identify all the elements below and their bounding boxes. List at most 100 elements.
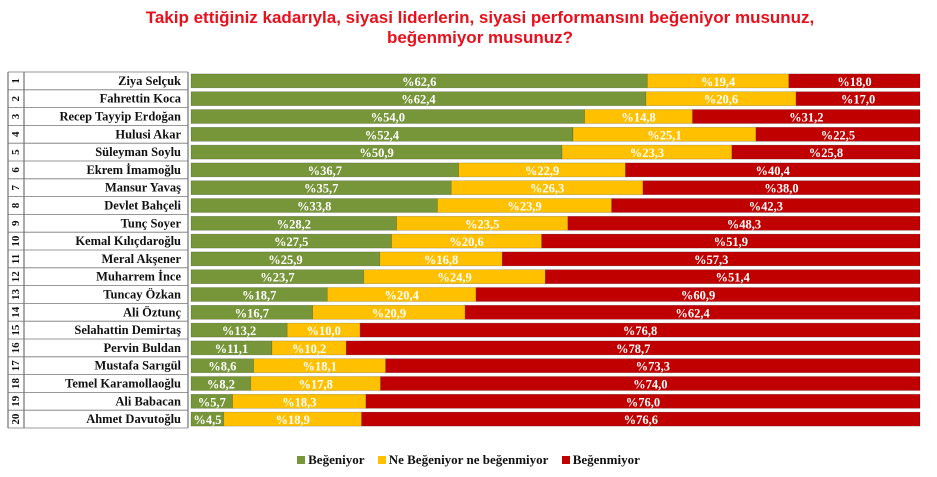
- data-label: %51,9: [714, 235, 748, 249]
- bar-segment-begenmiyor: [642, 180, 921, 195]
- data-label: %76,6: [624, 413, 658, 427]
- bar-area: %62,6 %19,4 %18,0 %62,4 %20,6 %17,0 %54,0 %14,8…: [190, 73, 921, 427]
- data-label: %76,8: [623, 324, 657, 338]
- rank-label: 6: [10, 167, 22, 173]
- data-label: %28,2: [277, 217, 311, 231]
- data-label: %8,6: [208, 360, 236, 374]
- data-label: %42,3: [749, 200, 783, 214]
- category-label: Mustafa Sarıgül: [95, 359, 182, 373]
- rank-label: 15: [10, 324, 22, 336]
- rank-label: 7: [10, 184, 22, 190]
- bar-segment-begenmiyor: [731, 144, 921, 160]
- data-label: %74,0: [633, 378, 667, 392]
- data-label: %27,5: [274, 235, 308, 249]
- data-label: %23,9: [507, 200, 541, 214]
- bar-segment-begenmiyor: [567, 216, 921, 231]
- legend-label: Ne Beğeniyor ne beğenmiyor: [388, 452, 549, 467]
- category-label: Mansur Yavaş: [105, 181, 181, 195]
- data-label: %18,3: [282, 395, 316, 409]
- legend-label: Beğenmiyor: [572, 452, 640, 467]
- category-label: Recep Tayyip Erdoğan: [59, 110, 181, 124]
- data-label: %57,3: [694, 253, 728, 267]
- category-label: Ziya Selçuk: [118, 74, 181, 88]
- rank-label: 20: [10, 413, 22, 425]
- data-label: %16,7: [235, 306, 269, 320]
- bar-segment-begeniyor: [190, 304, 314, 320]
- data-label: %18,7: [242, 289, 276, 303]
- legend-swatch-red: [561, 456, 570, 464]
- bar-segment-begenmiyor: [365, 393, 921, 409]
- rank-label: 8: [10, 202, 22, 208]
- data-label: %25,9: [268, 253, 302, 267]
- data-label: %24,9: [437, 271, 471, 285]
- data-label: %22,9: [525, 164, 559, 178]
- legend-item-begenmiyor: Beğenmiyor: [561, 452, 640, 468]
- rank-label: 14: [10, 306, 22, 318]
- bar-segment-begenmiyor: [345, 340, 921, 356]
- category-label: Fahrettin Koca: [100, 92, 182, 106]
- data-label: %11,1: [215, 342, 249, 356]
- legend-swatch-yellow: [377, 456, 386, 464]
- data-label: %40,4: [756, 164, 791, 178]
- category-label: Devlet Bahçeli: [104, 199, 181, 213]
- data-label: %10,2: [292, 342, 326, 356]
- legend: Beğeniyor Ne Beğeniyor ne beğenmiyor Beğ…: [0, 452, 937, 468]
- category-label: Tunç Soyer: [121, 216, 182, 230]
- category-label: Muharrem İnce: [96, 270, 181, 284]
- data-label: %18,1: [302, 360, 336, 374]
- rank-label: 1: [10, 78, 22, 84]
- data-label: %10,0: [306, 324, 340, 338]
- data-label: %18,9: [276, 413, 310, 427]
- data-label: %52,4: [365, 128, 400, 142]
- bar-segment-begenmiyor: [692, 109, 921, 124]
- bar-segment-begenmiyor: [475, 287, 921, 302]
- bar-segment-neutral: [250, 376, 381, 391]
- data-label: %50,9: [359, 146, 393, 160]
- data-label: %23,3: [630, 146, 664, 160]
- data-label: %35,7: [304, 182, 338, 196]
- bar-segment-begenmiyor: [755, 127, 921, 142]
- category-label: Meral Akşener: [102, 252, 182, 266]
- data-label: %8,2: [207, 378, 235, 392]
- category-label: Ali Öztunç: [123, 305, 181, 319]
- rank-label: 16: [10, 342, 22, 354]
- bar-segment-begenmiyor: [464, 304, 921, 320]
- data-label: %62,4: [675, 306, 710, 320]
- bar-segment-begenmiyor: [544, 269, 921, 285]
- bar-segment-begenmiyor: [625, 162, 921, 178]
- data-label: %73,3: [636, 360, 670, 374]
- rank-label: 10: [10, 235, 22, 247]
- legend-swatch-green: [297, 456, 306, 464]
- category-label: Temel Karamollaoğlu: [65, 377, 181, 391]
- data-label: %26,3: [530, 182, 564, 196]
- category-label: Ahmet Davutoğlu: [86, 412, 181, 426]
- data-label: %5,7: [198, 395, 226, 409]
- data-label: %20,4: [384, 289, 419, 303]
- data-label: %33,8: [297, 200, 331, 214]
- legend-item-begeniyor: Beğeniyor: [297, 452, 364, 468]
- data-label: %23,5: [465, 217, 499, 231]
- rank-label: 18: [10, 378, 22, 390]
- chart-frame: [7, 71, 189, 429]
- data-label: %18,0: [837, 75, 871, 89]
- rank-label: 5: [10, 149, 22, 155]
- category-label: Selahattin Demirtaş: [74, 323, 181, 337]
- data-label: %51,4: [715, 271, 750, 285]
- bar-segment-begenmiyor: [541, 233, 921, 249]
- bar-segment-begenmiyor: [359, 322, 921, 338]
- category-label: Pervin Buldan: [104, 341, 181, 355]
- category-label: Ekrem İmamoğlu: [86, 163, 181, 177]
- data-label: %20,9: [372, 306, 406, 320]
- bar-segment-begenmiyor: [501, 251, 921, 267]
- category-label: Süleyman Soylu: [95, 145, 181, 159]
- bar-segment-begeniyor: [190, 198, 438, 213]
- bar-segment-begenmiyor: [380, 376, 921, 391]
- rank-label: 11: [10, 254, 22, 264]
- chart-title: Takip ettiğiniz kadarıyla, siyasi liderl…: [145, 8, 815, 47]
- bar-segment-begenmiyor: [385, 358, 921, 374]
- rank-label: 12: [10, 271, 22, 283]
- category-label: Kemal Kılıçdaroğlu: [75, 234, 181, 248]
- stacked-bar-chart: %62,6 %19,4 %18,0 %62,4 %20,6 %17,0 %54,0 %14,8…: [7, 71, 921, 429]
- rank-label: 4: [10, 131, 22, 137]
- data-label: %48,3: [727, 217, 761, 231]
